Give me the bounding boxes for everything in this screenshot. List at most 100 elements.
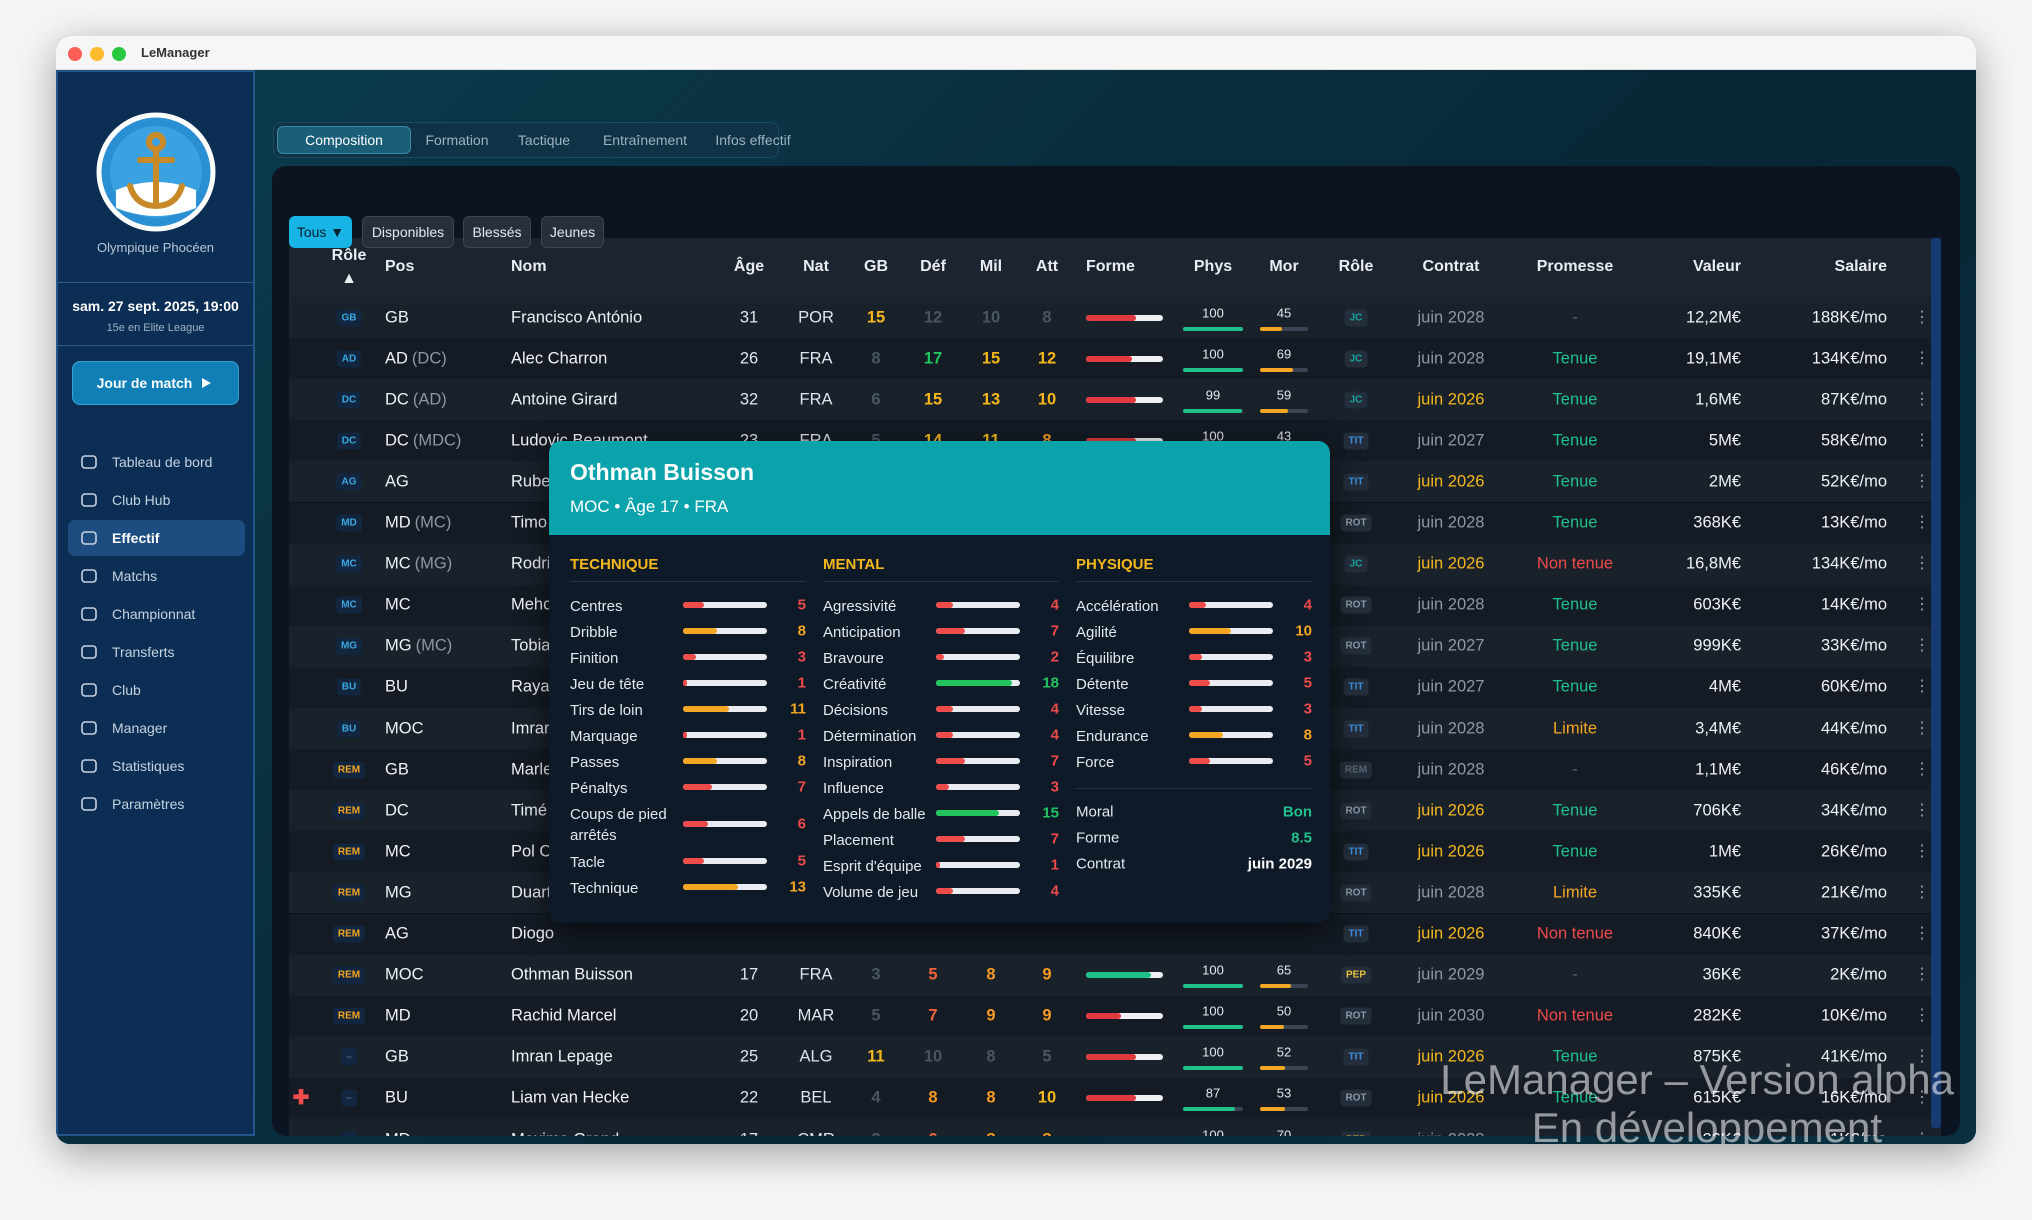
match-day-button[interactable]: Jour de match xyxy=(72,361,239,405)
row-menu[interactable]: ⋮ xyxy=(1914,555,1930,573)
cell-name: Marle xyxy=(511,760,553,779)
column-header[interactable]: ▲ xyxy=(341,270,357,287)
cell-pos: MD xyxy=(385,1130,411,1136)
cell-contract: juin 2028 xyxy=(1417,513,1485,532)
row-menu[interactable]: ⋮ xyxy=(1914,514,1930,531)
mor-bar xyxy=(1260,1107,1286,1112)
tab[interactable]: Tactique xyxy=(517,132,571,148)
cell-value: 3,4M€ xyxy=(1695,719,1741,737)
cell-gb: 5 xyxy=(871,431,880,450)
attribute-label: Tacle xyxy=(570,854,606,871)
nav-item[interactable]: Championnat xyxy=(68,596,245,632)
attribute-track xyxy=(936,732,1020,738)
nav-item[interactable]: Paramètres xyxy=(68,786,245,822)
tab[interactable]: Infos effectif xyxy=(715,132,791,148)
zoom-button[interactable] xyxy=(112,47,126,61)
row-menu[interactable]: ⋮ xyxy=(1914,349,1930,367)
position-badge: BU xyxy=(336,678,362,696)
column-header[interactable]: GB xyxy=(864,258,888,275)
column-header[interactable]: Att xyxy=(1035,258,1059,275)
column-header[interactable]: Mor xyxy=(1269,258,1299,275)
nav-item[interactable]: Matchs xyxy=(68,558,245,594)
row-menu[interactable]: ⋮ xyxy=(1914,1007,1930,1025)
cell-age: 31 xyxy=(739,308,759,326)
column-header[interactable]: Rôle xyxy=(331,247,367,264)
nav-item[interactable]: Transferts xyxy=(68,634,245,670)
row-menu[interactable]: ⋮ xyxy=(1914,637,1930,655)
column-header[interactable]: Déf xyxy=(920,258,946,275)
row-menu[interactable]: ⋮ xyxy=(1914,596,1930,614)
row-menu[interactable]: ⋮ xyxy=(1914,966,1930,984)
tab[interactable]: Composition xyxy=(277,126,411,154)
attribute-bar xyxy=(683,654,696,660)
section-title: PHYSIQUE xyxy=(1076,556,1154,573)
cell-mor: 50 xyxy=(1276,1003,1292,1019)
row-menu[interactable]: ⋮ xyxy=(1914,1131,1930,1137)
row-menu[interactable]: ⋮ xyxy=(1914,308,1930,326)
cell-age: 20 xyxy=(739,1006,759,1025)
column-header[interactable]: Valeur xyxy=(1692,258,1741,275)
cell-contract: juin 2030 xyxy=(1417,1006,1485,1025)
scrollbar[interactable] xyxy=(1931,238,1941,1128)
attribute-value: 6 xyxy=(797,815,806,833)
position-badge: MC xyxy=(336,596,362,614)
cell-name: Rachid Marcel xyxy=(511,1006,617,1025)
cell-salary: 44K€/mo xyxy=(1820,719,1887,737)
column-header[interactable]: Nom xyxy=(511,258,547,275)
nav-item[interactable]: Statistiques xyxy=(68,748,245,784)
attribute-bar xyxy=(1189,628,1231,634)
tab[interactable]: Entraînement xyxy=(602,132,688,148)
column-header[interactable]: Forme xyxy=(1086,258,1135,275)
filter-button[interactable]: Blessés xyxy=(463,216,531,248)
attribute-bar xyxy=(683,858,704,864)
close-button[interactable] xyxy=(68,47,82,61)
filter-button[interactable]: Jeunes xyxy=(541,216,604,248)
row-menu[interactable]: ⋮ xyxy=(1914,801,1930,819)
cell-value: 706K€ xyxy=(1693,801,1741,820)
position-badge: GB xyxy=(336,309,362,326)
column-header[interactable]: Nat xyxy=(803,258,829,275)
nav-item[interactable]: Club Hub xyxy=(68,482,245,518)
nav-label: Statistiques xyxy=(112,758,185,774)
cell-att: 10 xyxy=(1037,390,1057,409)
tab[interactable]: Formation xyxy=(425,132,489,148)
row-menu[interactable]: ⋮ xyxy=(1914,678,1930,696)
row-menu[interactable]: ⋮ xyxy=(1914,760,1930,778)
column-header[interactable]: Phys xyxy=(1193,258,1233,275)
column-header[interactable]: Mil xyxy=(979,258,1003,275)
attribute-value: 8 xyxy=(1303,726,1312,744)
cell-mil: 8 xyxy=(986,1088,996,1107)
mor-track xyxy=(1260,1025,1308,1030)
nav-item[interactable]: Manager xyxy=(68,710,245,746)
column-header[interactable]: Contrat xyxy=(1422,258,1480,275)
column-header[interactable]: Pos xyxy=(385,258,415,275)
cell-promise: Tenue xyxy=(1552,1088,1598,1107)
position-badge: BU xyxy=(336,720,362,737)
minimize-button[interactable] xyxy=(90,47,104,61)
column-header[interactable]: Âge xyxy=(733,258,765,275)
row-menu[interactable]: ⋮ xyxy=(1914,390,1930,408)
row-menu[interactable]: ⋮ xyxy=(1914,719,1930,737)
cell-def: 5 xyxy=(928,965,938,984)
nav-item[interactable]: Tableau de bord xyxy=(68,444,245,480)
column-header[interactable]: Promesse xyxy=(1536,258,1614,275)
nav-item[interactable]: Club xyxy=(68,672,245,708)
filter-button[interactable]: Tous ▼ xyxy=(289,216,352,248)
cell-contract: juin 2027 xyxy=(1417,677,1485,696)
table-row[interactable] xyxy=(289,1119,1941,1136)
row-menu[interactable]: ⋮ xyxy=(1914,472,1930,490)
row-menu[interactable]: ⋮ xyxy=(1914,883,1930,901)
cell-mor: 69 xyxy=(1276,346,1292,362)
row-menu[interactable]: ⋮ xyxy=(1914,842,1930,860)
role-badge: TIT xyxy=(1343,678,1369,696)
attribute-label: Tirs de loin xyxy=(570,702,643,719)
column-header[interactable]: Salaire xyxy=(1834,258,1887,275)
row-menu[interactable]: ⋮ xyxy=(1914,925,1930,942)
row-menu[interactable]: ⋮ xyxy=(1914,431,1930,449)
cell-contract: juin 2027 xyxy=(1417,431,1485,450)
column-header[interactable]: Rôle xyxy=(1338,258,1374,275)
nav-item[interactable]: Effectif xyxy=(68,520,245,556)
nav-icon xyxy=(81,797,97,811)
filter-button[interactable]: Disponibles xyxy=(362,216,454,248)
cell-name: Pol C xyxy=(511,842,552,861)
